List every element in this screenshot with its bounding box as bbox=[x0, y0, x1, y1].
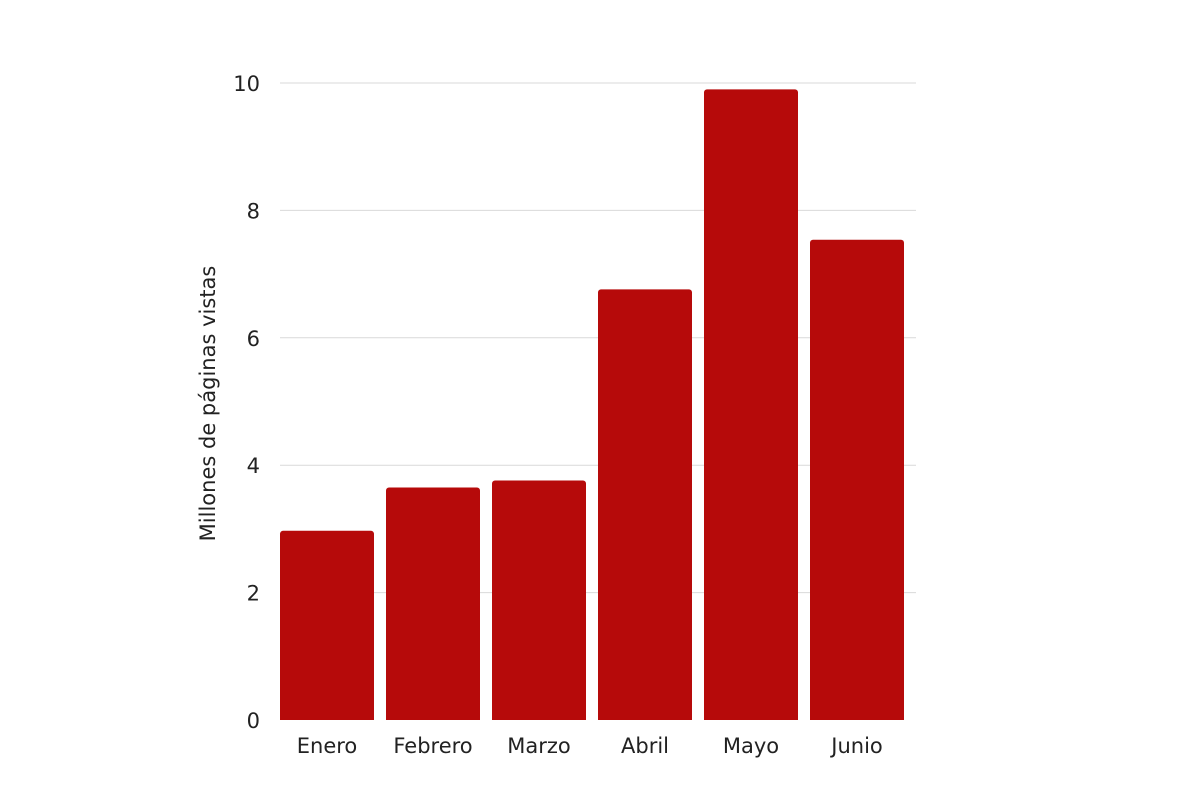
bar-base-mayo bbox=[704, 716, 798, 720]
x-axis-ticks: Enero Febrero Marzo Abril Mayo Junio bbox=[297, 734, 883, 758]
bar-base-febrero bbox=[386, 716, 480, 720]
y-tick-label: 2 bbox=[247, 582, 260, 606]
y-tick-label: 0 bbox=[247, 709, 260, 733]
x-tick-label: Abril bbox=[621, 734, 669, 758]
bar-base-abril bbox=[598, 716, 692, 720]
x-tick-label: Febrero bbox=[393, 734, 472, 758]
y-tick-label: 4 bbox=[247, 454, 260, 478]
bar-base-enero bbox=[280, 716, 374, 720]
bar-base-junio bbox=[810, 716, 904, 720]
y-axis-ticks: 0 2 4 6 8 10 bbox=[233, 72, 260, 733]
y-tick-label: 8 bbox=[247, 199, 260, 223]
x-tick-label: Mayo bbox=[723, 734, 779, 758]
x-tick-label: Junio bbox=[829, 734, 883, 758]
bar-mayo bbox=[704, 89, 798, 721]
y-axis-title: Millones de páginas vistas bbox=[196, 266, 220, 542]
y-tick-label: 6 bbox=[247, 327, 260, 351]
bar-marzo bbox=[492, 480, 586, 720]
bars bbox=[280, 89, 904, 721]
bar-base-marzo bbox=[492, 716, 586, 720]
y-tick-label: 10 bbox=[233, 72, 260, 96]
bar-enero bbox=[280, 530, 374, 720]
x-tick-label: Marzo bbox=[507, 734, 571, 758]
x-tick-label: Enero bbox=[297, 734, 358, 758]
bar-abril bbox=[598, 289, 692, 720]
bar-febrero bbox=[386, 487, 480, 720]
bar-junio bbox=[810, 239, 904, 720]
